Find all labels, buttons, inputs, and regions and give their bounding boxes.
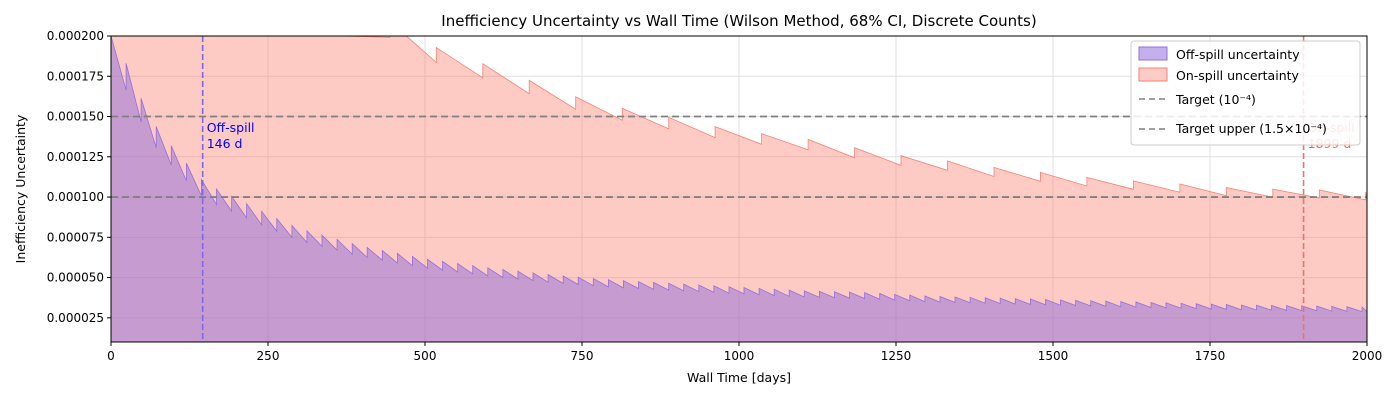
y-axis-label: Inefficiency Uncertainty: [13, 114, 28, 263]
y-tick-label: 0.000125: [47, 150, 104, 164]
x-tick-label: 0: [107, 349, 115, 363]
x-tick-label: 1250: [881, 349, 912, 363]
off-spill-marker-days: 146 d: [207, 136, 243, 151]
x-tick-label: 2000: [1352, 349, 1383, 363]
y-tick-label: 0.000075: [47, 230, 104, 244]
x-tick-label: 250: [257, 349, 280, 363]
chart-title: Inefficiency Uncertainty vs Wall Time (W…: [441, 12, 1036, 30]
x-tick-label: 1500: [1038, 349, 1069, 363]
on-spill-area: [111, 36, 1367, 342]
y-axis-ticks: 0.000025 0.000050 0.000075 0.000100 0.000125…: [47, 29, 111, 325]
legend-swatch-off-spill: [1138, 46, 1168, 61]
x-tick-label: 1750: [1195, 349, 1226, 363]
y-tick-label: 0.000025: [47, 311, 104, 325]
legend-label-on-spill: On-spill uncertainty: [1176, 68, 1300, 83]
x-tick-label: 750: [571, 349, 594, 363]
off-spill-area: [111, 36, 1367, 342]
y-tick-label: 0.000050: [47, 271, 104, 285]
legend-swatch-on-spill: [1138, 67, 1168, 82]
legend-label-target: Target (10⁻⁴): [1175, 92, 1256, 107]
x-axis-label: Wall Time [days]: [687, 370, 791, 385]
legend-label-target-upper: Target upper (1.5×10⁻⁴): [1175, 121, 1327, 136]
legend: Off-spill uncertainty On-spill uncertain…: [1130, 40, 1361, 146]
y-tick-label: 0.000150: [47, 110, 104, 124]
x-tick-label: 500: [414, 349, 437, 363]
y-tick-label: 0.000100: [47, 190, 104, 204]
y-tick-label: 0.000200: [47, 29, 104, 43]
legend-box: [1130, 40, 1361, 146]
x-tick-label: 1000: [724, 349, 755, 363]
legend-label-off-spill: Off-spill uncertainty: [1176, 47, 1300, 62]
off-spill-marker-label: Off-spill: [207, 120, 255, 135]
x-axis-ticks: 0 250 500 750 1000 1250 1500 1750 2000: [107, 342, 1382, 363]
y-tick-label: 0.000175: [47, 69, 104, 83]
